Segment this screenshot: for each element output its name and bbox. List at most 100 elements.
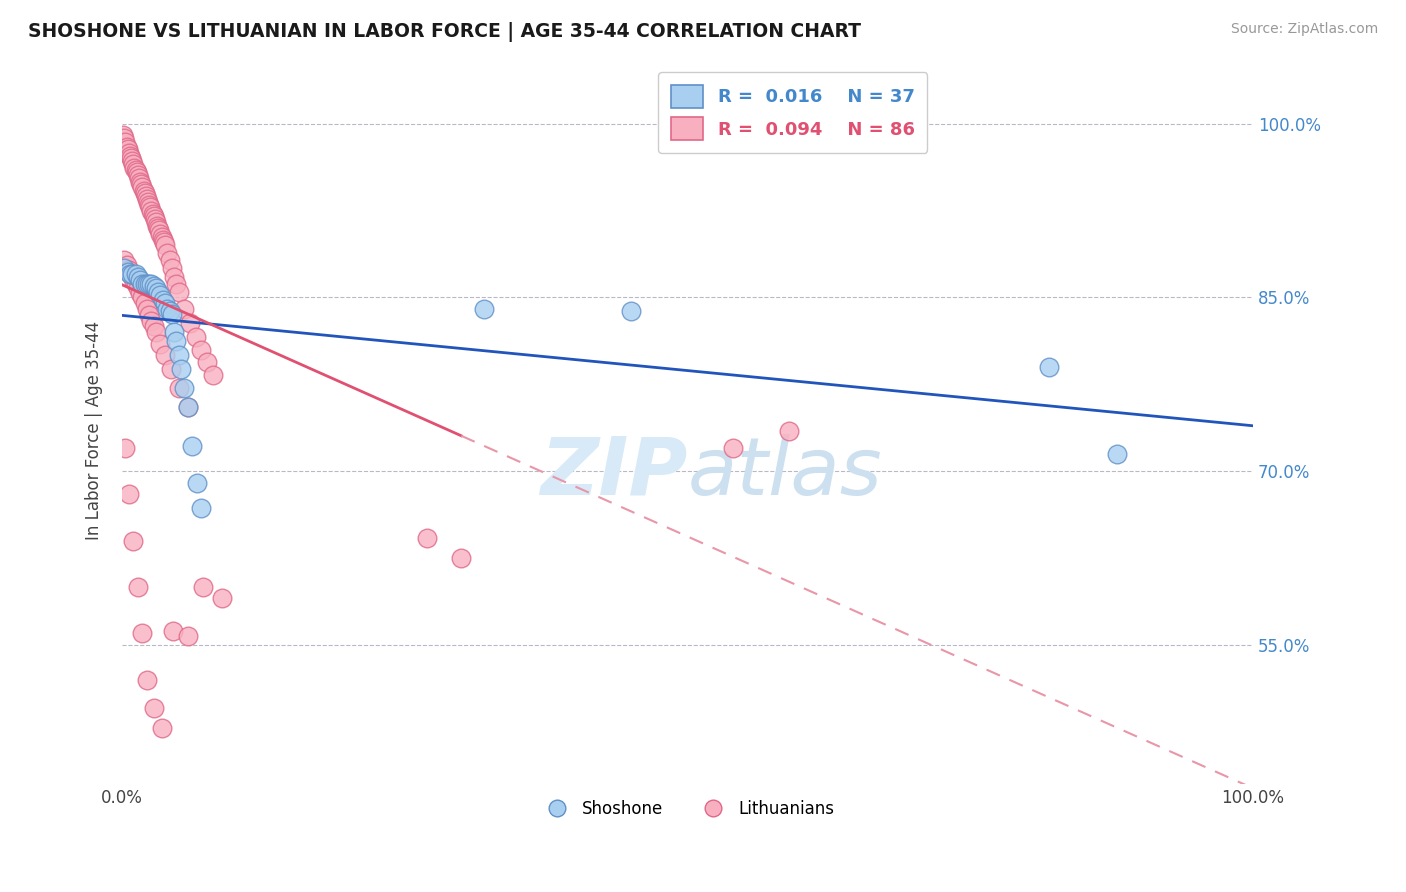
Point — [190, 501, 212, 516]
Point — [620, 304, 643, 318]
Point — [181, 439, 204, 453]
Point — [153, 348, 176, 362]
Point — [160, 307, 183, 321]
Point — [134, 186, 156, 201]
Point — [129, 273, 152, 287]
Point — [156, 246, 179, 260]
Point — [190, 343, 212, 357]
Point — [136, 301, 159, 316]
Point — [129, 177, 152, 191]
Point — [118, 267, 141, 281]
Point — [121, 153, 143, 168]
Point — [176, 401, 198, 415]
Point — [146, 219, 169, 233]
Point — [193, 580, 215, 594]
Point — [136, 195, 159, 210]
Point — [112, 253, 135, 268]
Point — [138, 308, 160, 322]
Point — [118, 149, 141, 163]
Point — [148, 221, 170, 235]
Point — [112, 130, 135, 145]
Point — [141, 277, 163, 291]
Point — [114, 441, 136, 455]
Point — [122, 272, 145, 286]
Point — [184, 330, 207, 344]
Point — [145, 325, 167, 339]
Point — [186, 475, 208, 490]
Point — [122, 533, 145, 548]
Point — [132, 184, 155, 198]
Point — [121, 267, 143, 281]
Point — [143, 211, 166, 226]
Point — [176, 628, 198, 642]
Point — [165, 334, 187, 349]
Point — [142, 207, 165, 221]
Point — [141, 203, 163, 218]
Point — [124, 277, 146, 291]
Point — [472, 301, 495, 316]
Point — [127, 269, 149, 284]
Point — [145, 281, 167, 295]
Point — [141, 313, 163, 327]
Point — [135, 188, 157, 202]
Point — [165, 277, 187, 291]
Point — [139, 200, 162, 214]
Point — [153, 296, 176, 310]
Point — [153, 235, 176, 249]
Point — [167, 285, 190, 299]
Point — [138, 277, 160, 291]
Point — [128, 171, 150, 186]
Text: atlas: atlas — [688, 434, 882, 512]
Point — [118, 262, 141, 277]
Point — [131, 277, 153, 291]
Point — [131, 626, 153, 640]
Point — [136, 277, 159, 291]
Y-axis label: In Labor Force | Age 35-44: In Labor Force | Age 35-44 — [86, 321, 103, 541]
Point — [152, 233, 174, 247]
Point — [148, 285, 170, 299]
Point — [134, 296, 156, 310]
Text: SHOSHONE VS LITHUANIAN IN LABOR FORCE | AGE 35-44 CORRELATION CHART: SHOSHONE VS LITHUANIAN IN LABOR FORCE | … — [28, 22, 860, 42]
Point — [163, 269, 186, 284]
Point — [122, 157, 145, 171]
Point — [450, 551, 472, 566]
Point — [124, 161, 146, 175]
Point — [127, 580, 149, 594]
Point — [117, 265, 139, 279]
Point — [117, 142, 139, 156]
Point — [148, 223, 170, 237]
Point — [114, 136, 136, 150]
Point — [136, 192, 159, 206]
Point — [179, 316, 201, 330]
Point — [149, 288, 172, 302]
Point — [721, 441, 744, 455]
Point — [176, 401, 198, 415]
Point — [131, 180, 153, 194]
Point — [150, 230, 173, 244]
Point — [162, 624, 184, 638]
Point — [129, 175, 152, 189]
Point — [170, 362, 193, 376]
Point — [142, 701, 165, 715]
Point — [118, 145, 141, 160]
Point — [136, 673, 159, 687]
Point — [134, 277, 156, 291]
Point — [142, 278, 165, 293]
Point — [150, 721, 173, 735]
Point — [149, 227, 172, 241]
Point — [159, 304, 181, 318]
Point — [112, 128, 135, 143]
Point — [167, 381, 190, 395]
Point — [159, 253, 181, 268]
Point — [163, 325, 186, 339]
Point — [131, 290, 153, 304]
Point — [124, 163, 146, 178]
Point — [1107, 447, 1129, 461]
Point — [127, 168, 149, 182]
Point — [142, 319, 165, 334]
Point — [195, 355, 218, 369]
Point — [124, 267, 146, 281]
Text: ZIP: ZIP — [540, 434, 688, 512]
Point — [778, 424, 800, 438]
Point — [115, 258, 138, 272]
